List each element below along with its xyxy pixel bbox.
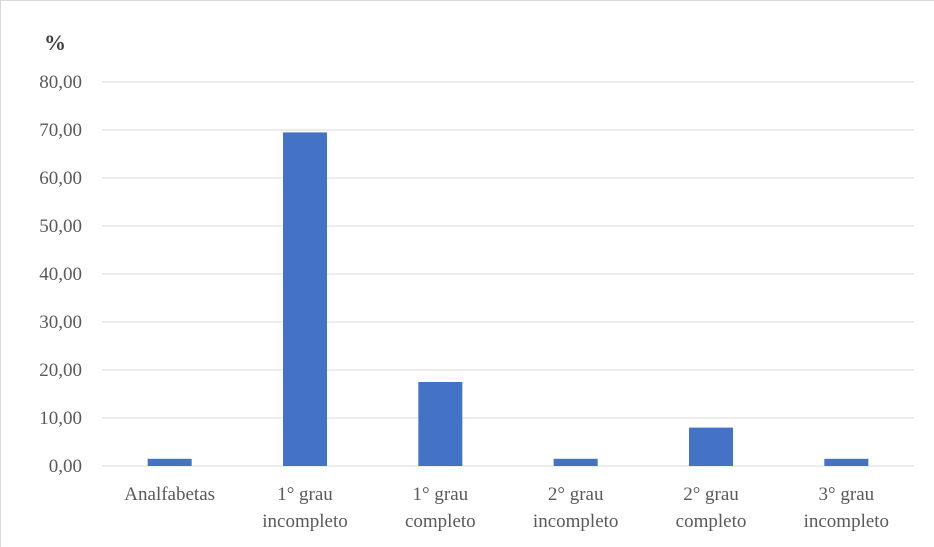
bar	[283, 132, 327, 466]
y-tick-label: 20,00	[39, 360, 82, 381]
y-tick-label: 70,00	[39, 120, 82, 141]
y-tick-label: 40,00	[39, 264, 82, 285]
x-category-label: 1° grau	[413, 484, 469, 505]
bar	[418, 382, 463, 466]
bar	[553, 458, 598, 466]
y-tick-label: 30,00	[39, 312, 82, 333]
bars	[147, 132, 869, 466]
y-tick-label: 50,00	[39, 216, 82, 237]
x-category-label: completo	[405, 511, 476, 532]
x-category-label: incompleto	[262, 511, 347, 532]
gridlines	[102, 81, 914, 467]
x-category-label: incompleto	[533, 511, 618, 532]
x-category-label: 1° grau	[277, 484, 333, 505]
y-tick-label: 0,00	[49, 456, 82, 477]
y-tick-label: 10,00	[39, 408, 82, 429]
y-tick-label: 60,00	[39, 168, 82, 189]
x-category-label: 2° grau	[683, 484, 739, 505]
x-category-label: 2° grau	[548, 484, 604, 505]
x-category-label: completo	[676, 511, 747, 532]
x-category-label: Analfabetas	[124, 484, 215, 505]
bar	[147, 458, 192, 466]
bar	[824, 458, 869, 466]
bar	[689, 427, 733, 466]
x-category-labels: Analfabetas 1° grau incompleto 1° grau compl…	[124, 484, 889, 532]
x-category-label: incompleto	[804, 511, 889, 532]
y-tick-label: 80,00	[39, 72, 82, 93]
x-category-label: 3° grau	[819, 484, 875, 505]
y-tick-labels: 0,00 10,00 20,00 30,00 40,00 50,00 60,00 70,00 8…	[39, 72, 82, 477]
y-axis-label: %	[44, 30, 66, 55]
